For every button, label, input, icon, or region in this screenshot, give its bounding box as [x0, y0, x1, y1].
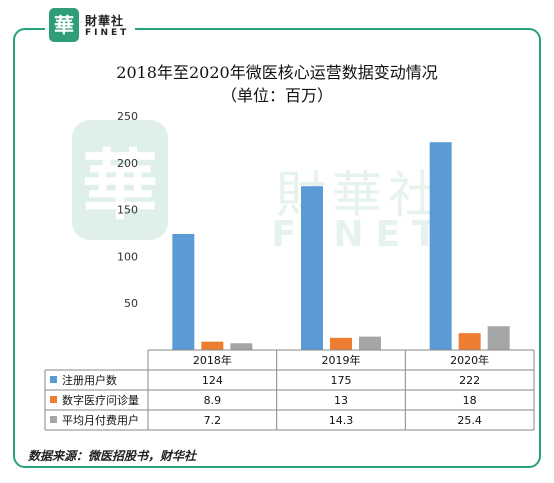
data-label: 8.9: [204, 394, 222, 407]
legend-swatch: [50, 376, 57, 383]
chart-subtitle: （单位：百万）: [220, 86, 333, 105]
y-tick-label: 250: [117, 110, 138, 123]
bar-1-2: [301, 186, 323, 350]
x-tick-label: 2019年: [322, 353, 361, 367]
data-label: 18: [463, 394, 477, 407]
finet-logo: 華 財華社 FINET: [45, 6, 135, 50]
data-source: 数据来源：微医招股书，财华社: [28, 449, 197, 463]
y-tick-label: 200: [117, 157, 138, 170]
watermark-text-en: FINET: [271, 214, 448, 255]
bar-2-1: [201, 341, 224, 350]
data-label: 14.3: [329, 414, 354, 427]
legend-label: 平均月付费用户: [62, 413, 139, 427]
bar-1-1: [172, 233, 195, 350]
data-label: 7.2: [204, 414, 222, 427]
legend-label: 数字医疗问诊量: [62, 393, 139, 407]
x-tick-label: 2020年: [450, 353, 489, 367]
legend-label: 注册用户数: [62, 373, 117, 387]
chart-title: 2018年至2020年微医核心运营数据变动情况: [116, 63, 438, 82]
bar-3-2: [359, 336, 381, 350]
legend-swatch: [50, 396, 57, 403]
bar-2-2: [330, 337, 352, 350]
data-label: 25.4: [457, 414, 482, 427]
bar-1-3: [429, 142, 452, 350]
chart-frame: [13, 28, 541, 468]
y-tick-label: 50: [124, 297, 138, 310]
data-label: 13: [334, 394, 348, 407]
logo-text-cn: 財華社: [85, 14, 125, 28]
logo-seal-icon: 華: [49, 8, 79, 42]
watermark-seal-icon: [72, 120, 168, 240]
legend-swatch: [50, 416, 57, 423]
y-tick-label: 100: [117, 250, 138, 263]
data-label: 222: [459, 374, 480, 387]
y-tick-label: 150: [117, 204, 138, 217]
x-tick-label: 2018年: [193, 353, 232, 367]
bar-2-3: [458, 333, 481, 350]
watermark-seal-glyph: 華: [82, 141, 158, 230]
data-label: 124: [202, 374, 223, 387]
bar-3-1: [230, 343, 253, 350]
watermark: 華 財華社 FINET: [72, 120, 448, 255]
bar-3-3: [487, 326, 510, 350]
data-label: 175: [331, 374, 352, 387]
logo-text-en: FINET: [85, 28, 130, 38]
